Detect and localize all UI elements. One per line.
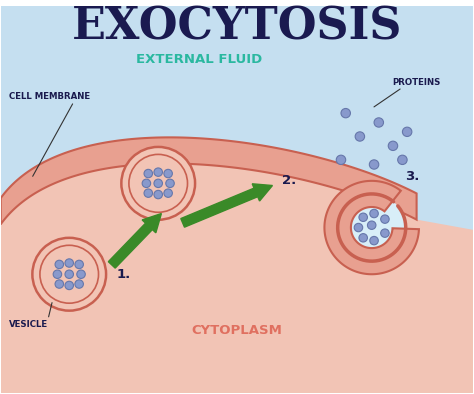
Circle shape xyxy=(354,223,363,232)
Polygon shape xyxy=(0,164,474,393)
Circle shape xyxy=(381,215,389,223)
Circle shape xyxy=(154,190,163,199)
Circle shape xyxy=(121,147,195,220)
Circle shape xyxy=(32,238,106,310)
Circle shape xyxy=(388,141,398,151)
Circle shape xyxy=(142,179,151,188)
Circle shape xyxy=(370,236,378,245)
Circle shape xyxy=(367,221,376,229)
Circle shape xyxy=(55,260,64,269)
Circle shape xyxy=(40,245,99,303)
Circle shape xyxy=(53,270,62,279)
Circle shape xyxy=(154,168,163,177)
Circle shape xyxy=(374,118,383,127)
Circle shape xyxy=(402,127,412,136)
Circle shape xyxy=(381,229,389,237)
Circle shape xyxy=(359,213,367,221)
Polygon shape xyxy=(0,138,417,224)
Text: 3.: 3. xyxy=(405,170,419,183)
Text: CYTOPLASM: CYTOPLASM xyxy=(191,324,283,337)
Text: EXOCYTOSIS: EXOCYTOSIS xyxy=(72,5,402,48)
Circle shape xyxy=(164,169,173,178)
Text: EXTERNAL FLUID: EXTERNAL FLUID xyxy=(136,53,262,66)
FancyArrow shape xyxy=(181,184,273,227)
Circle shape xyxy=(341,108,350,118)
Circle shape xyxy=(336,155,346,165)
Circle shape xyxy=(65,259,73,267)
Text: VESICLE: VESICLE xyxy=(9,320,48,329)
Circle shape xyxy=(398,155,407,165)
Circle shape xyxy=(359,234,367,242)
Circle shape xyxy=(355,132,365,141)
Circle shape xyxy=(164,189,173,197)
Circle shape xyxy=(55,280,64,288)
Circle shape xyxy=(144,169,153,178)
Polygon shape xyxy=(324,181,419,274)
Circle shape xyxy=(75,280,83,288)
FancyArrow shape xyxy=(109,214,161,268)
Circle shape xyxy=(65,270,73,279)
Circle shape xyxy=(65,281,73,290)
Text: PROTEINS: PROTEINS xyxy=(392,78,441,87)
Text: 1.: 1. xyxy=(117,268,131,281)
Circle shape xyxy=(77,270,85,279)
Circle shape xyxy=(129,154,188,212)
Circle shape xyxy=(370,209,378,218)
Circle shape xyxy=(154,179,163,188)
Circle shape xyxy=(166,179,174,188)
Circle shape xyxy=(75,260,83,269)
Text: CELL MEMBRANE: CELL MEMBRANE xyxy=(9,92,91,101)
Circle shape xyxy=(369,160,379,169)
Circle shape xyxy=(144,189,153,197)
Text: 2.: 2. xyxy=(282,175,296,188)
Polygon shape xyxy=(337,194,406,261)
